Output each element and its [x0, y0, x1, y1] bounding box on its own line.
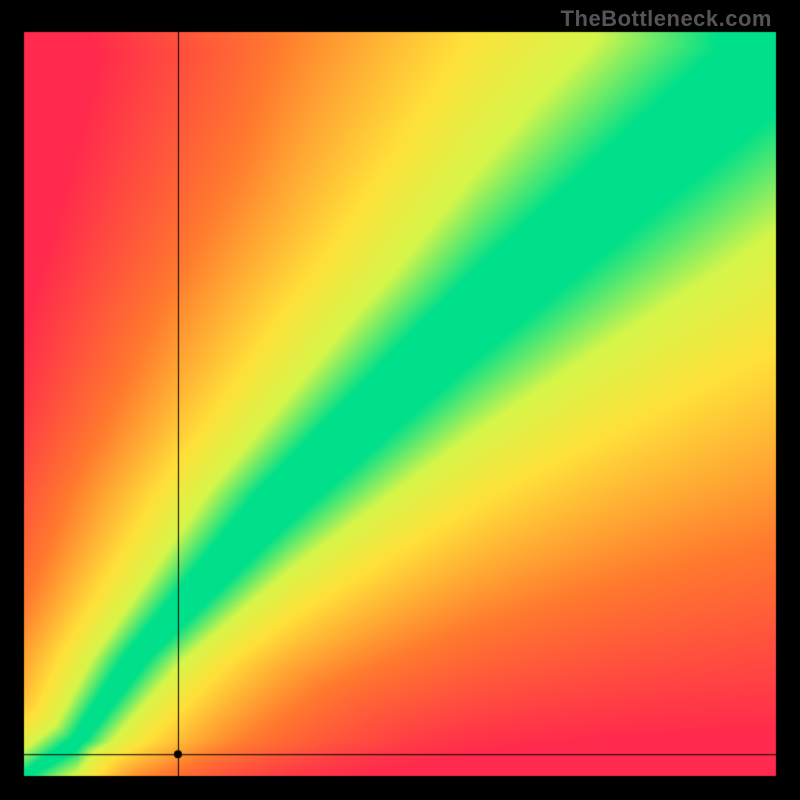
watermark-text: TheBottleneck.com: [561, 6, 772, 32]
bottleneck-heatmap: [0, 0, 800, 800]
chart-container: TheBottleneck.com: [0, 0, 800, 800]
